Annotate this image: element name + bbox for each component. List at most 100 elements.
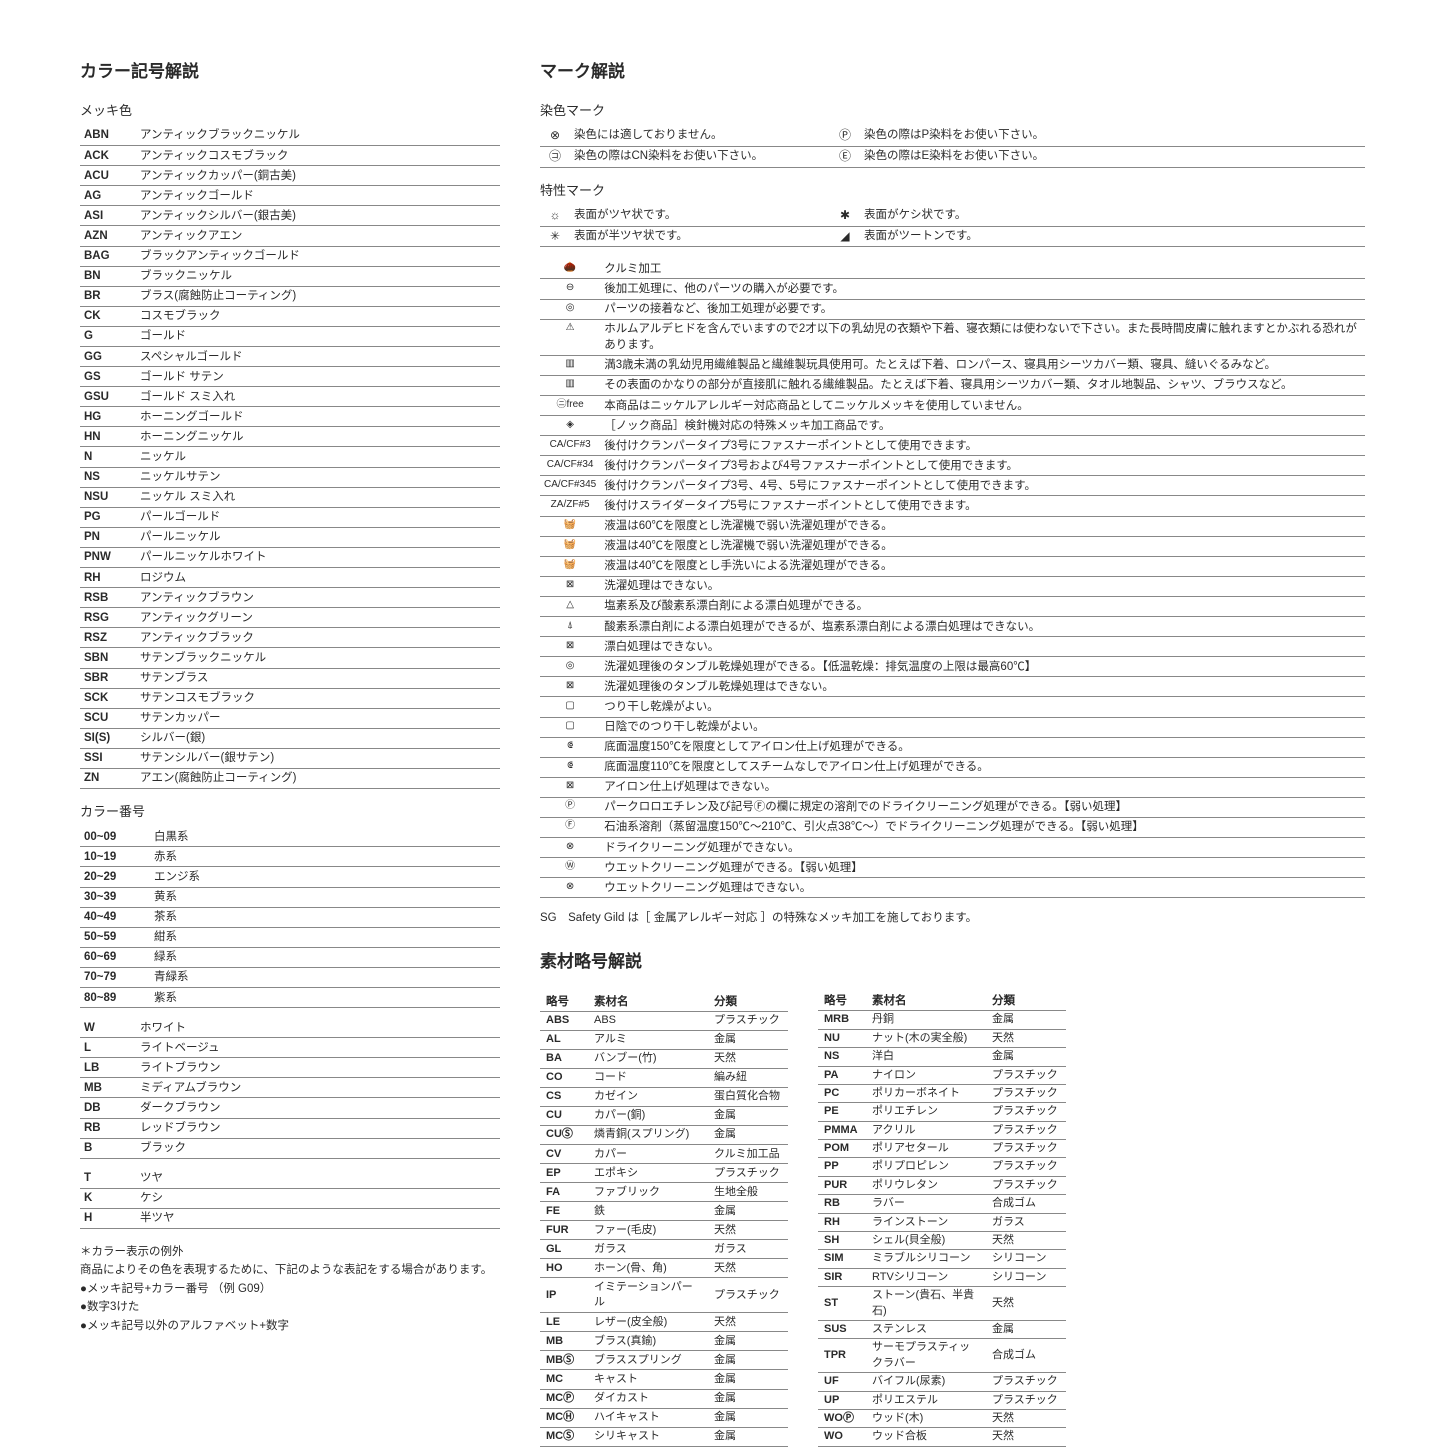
label-cell: 紫系 <box>150 988 500 1008</box>
code-cell: RSZ <box>80 628 136 648</box>
mat-cat: 金属 <box>708 1202 788 1221</box>
mat-name: ポリウレタン <box>866 1176 986 1194</box>
mat-code: CO <box>540 1069 588 1088</box>
code-cell: NSU <box>80 487 136 507</box>
label-cell: アンティックシルバー(銀古美) <box>136 206 500 226</box>
mat-cat: ガラス <box>708 1240 788 1259</box>
mat-code: CS <box>540 1088 588 1107</box>
mat-code: IP <box>540 1278 588 1313</box>
mark-desc: 日陰でのつり干し乾燥がよい。 <box>600 717 1365 737</box>
mark-icon: 🌰 <box>540 259 600 279</box>
plating-table: ABNアンティックブラックニッケルACKアンティックコスモブラックACUアンティ… <box>80 126 500 789</box>
mat-code: MB <box>540 1332 588 1351</box>
label-cell: サテンカッパー <box>136 708 500 728</box>
mat-name: アルミ <box>588 1031 708 1050</box>
mat-cat: シリコーン <box>986 1268 1066 1286</box>
mat-cat: プラスチック <box>708 1011 788 1030</box>
mat-code: PE <box>818 1103 866 1121</box>
mat-header: 素材名 <box>866 992 986 1011</box>
mark-icon: ⟃ <box>540 757 600 777</box>
mat-code: UF <box>818 1373 866 1391</box>
mat-name: レザー(皮全般) <box>588 1313 708 1332</box>
mat-name: ウッド合板 <box>866 1428 986 1446</box>
label-cell: パールニッケル <box>136 527 500 547</box>
mat-code: UP <box>818 1391 866 1409</box>
code-cell: 70~79 <box>80 967 150 987</box>
label-cell: ライトブラウン <box>136 1058 500 1078</box>
mat-cat: プラスチック <box>986 1373 1066 1391</box>
mat-cat: 金属 <box>708 1408 788 1427</box>
mat-cat: 金属 <box>708 1126 788 1145</box>
code-cell: RB <box>80 1118 136 1138</box>
mat-name: ストーン(貴石、半貴石) <box>866 1287 986 1321</box>
mat-cat: 天然 <box>708 1259 788 1278</box>
mark-desc: 後付けクランパータイプ3号、4号、5号にファスナーポイントとして使用できます。 <box>600 476 1365 496</box>
mark-desc: 洗濯処理はできない。 <box>600 576 1365 596</box>
mark-desc: 後付けクランパータイプ3号にファスナーポイントとして使用できます。 <box>600 436 1365 456</box>
mat-cat: 天然 <box>986 1409 1066 1427</box>
mat-name: RTVシリコーン <box>866 1268 986 1286</box>
mat-code: PMMA <box>818 1121 866 1139</box>
code-cell: L <box>80 1038 136 1058</box>
code-cell: 80~89 <box>80 988 150 1008</box>
mat-code: CV <box>540 1145 588 1164</box>
mark-icon: ◎ <box>540 299 600 319</box>
mat-code: NU <box>818 1029 866 1047</box>
mat-code: PA <box>818 1066 866 1084</box>
mat-code: SUS <box>818 1320 866 1338</box>
mark-icon: ◎ <box>540 657 600 677</box>
label-cell: サテンブラス <box>136 668 500 688</box>
mat-cat: 合成ゴム <box>986 1195 1066 1213</box>
mat-code: RB <box>818 1195 866 1213</box>
mat-name: ホーン(骨、角) <box>588 1259 708 1278</box>
mark-icon: ZA/ZF#5 <box>540 496 600 516</box>
mat-cat: 金属 <box>708 1427 788 1446</box>
mark-desc: 洗濯処理後のタンブル乾燥処理ができる。【低温乾燥：排気温度の上限は最高60℃】 <box>600 657 1365 677</box>
mark-icon: CA/CF#3 <box>540 436 600 456</box>
code-cell: SBR <box>80 668 136 688</box>
mark-desc: ウエットクリーニング処理はできない。 <box>600 878 1365 898</box>
label-cell: ゴールド スミ入れ <box>136 387 500 407</box>
label-cell: ブラックニッケル <box>136 266 500 286</box>
mat-name: ポリアセタール <box>866 1140 986 1158</box>
label-cell: 白黒系 <box>150 827 500 847</box>
mat-name: ポリプロピレン <box>866 1158 986 1176</box>
mat-cat: プラスチック <box>986 1391 1066 1409</box>
mark-icon: ✳ <box>540 226 570 247</box>
mark-desc: 底面温度110℃を限度としてスチームなしでアイロン仕上げ処理ができる。 <box>600 757 1365 777</box>
mat-cat: プラスチック <box>986 1066 1066 1084</box>
mark-desc: 染色の際はP染料をお使い下さい。 <box>860 126 1365 146</box>
mat-name: ナット(木の実全般) <box>866 1029 986 1047</box>
mark-desc: 液温は60℃を限度とし洗濯機で弱い洗濯処理ができる。 <box>600 516 1365 536</box>
mark-desc: 染色には適しておりません。 <box>570 126 830 146</box>
mat-code: PP <box>818 1158 866 1176</box>
mark-desc: パークロロエチレン及び記号Ⓕの欄に規定の溶剤でのドライクリーニング処理ができる。… <box>600 797 1365 817</box>
mat-cat: シリコーン <box>986 1250 1066 1268</box>
mark-desc: その表面のかなりの部分が直接肌に触れる繊維製品。たとえば下着、寝具用シーツカバー… <box>600 375 1365 395</box>
mat-name: ダイカスト <box>588 1389 708 1408</box>
mark-desc: 洗濯処理後のタンブル乾燥処理はできない。 <box>600 677 1365 697</box>
mark-icon: ⊗ <box>540 838 600 858</box>
finish-table: TツヤKケシH半ツヤ <box>80 1169 500 1229</box>
mat-cat: 金属 <box>986 1048 1066 1066</box>
color-letter-table: WホワイトLライトベージュLBライトブラウンMBミディアムブラウンDBダークブラ… <box>80 1018 500 1159</box>
mark-icon: ▢ <box>540 697 600 717</box>
label-cell: アンティックカッパー(銅古美) <box>136 166 500 186</box>
mark-desc: 染色の際はCN染料をお使い下さい。 <box>570 146 830 167</box>
mat-code: MC <box>540 1370 588 1389</box>
mat-cat: 金属 <box>986 1320 1066 1338</box>
code-cell: CK <box>80 306 136 326</box>
code-cell: SCU <box>80 708 136 728</box>
code-cell: B <box>80 1138 136 1158</box>
mat-cat: 金属 <box>708 1332 788 1351</box>
label-cell: 黄系 <box>150 887 500 907</box>
color-number-table: 00~09白黒系10~19赤系20~29エンジ系30~39黄系40~49茶系50… <box>80 827 500 1008</box>
label-cell: パールゴールド <box>136 507 500 527</box>
mat-cat: プラスチック <box>986 1176 1066 1194</box>
mark-icon: 🧺 <box>540 536 600 556</box>
code-cell: SCK <box>80 688 136 708</box>
code-cell: ZN <box>80 768 136 788</box>
mat-name: ポリカーボネイト <box>866 1084 986 1102</box>
mark-icon: 🧺 <box>540 516 600 536</box>
code-cell: NS <box>80 467 136 487</box>
